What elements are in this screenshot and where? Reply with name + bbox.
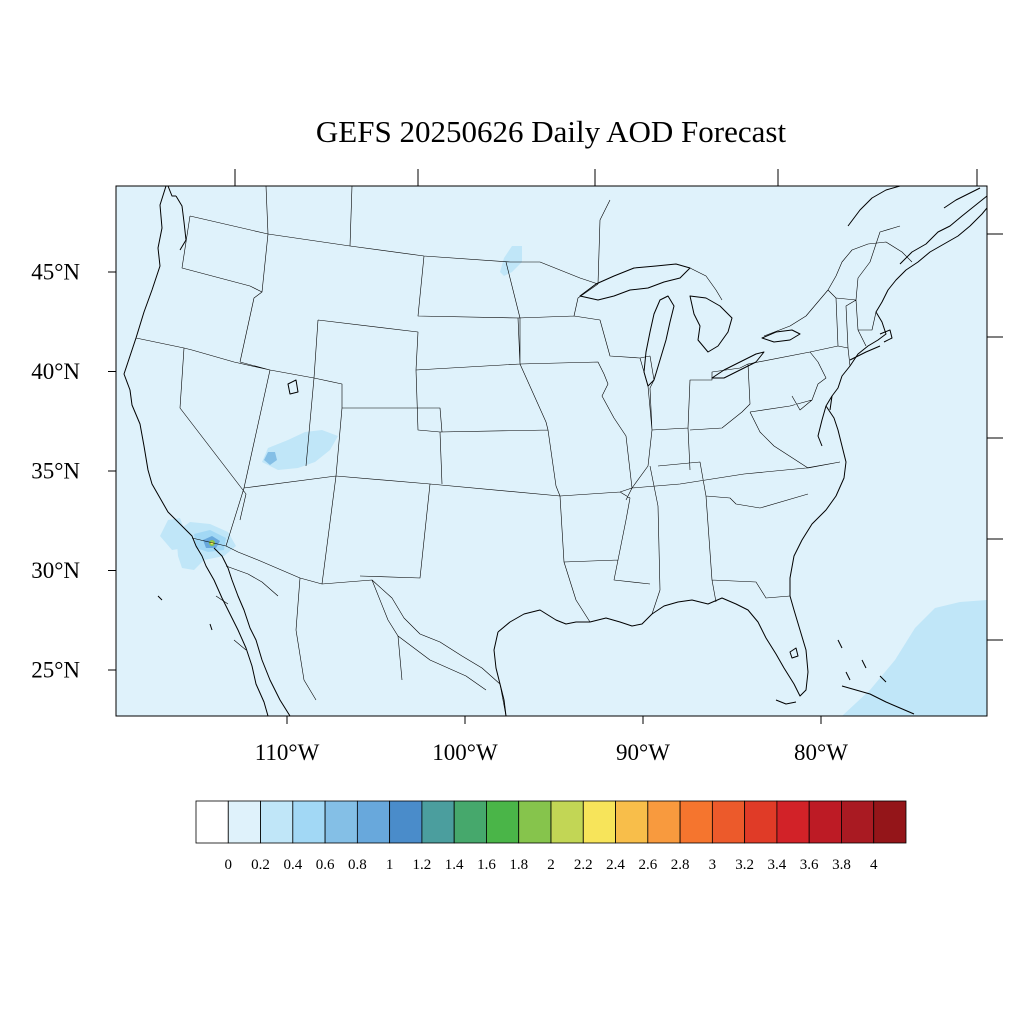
- latitude-labels: 45°N 40°N 35°N 30°N 25°N: [31, 259, 80, 682]
- lon-label-90w: 90°W: [616, 740, 670, 765]
- state-borders: [135, 215, 877, 623]
- colorbar-label: 0.6: [316, 857, 335, 873]
- colorbar-label: 0.2: [251, 857, 270, 873]
- colorbar-label: 2.4: [606, 857, 625, 873]
- colorbar-swatch: [582, 800, 616, 844]
- colorbar-label: 0.4: [283, 857, 302, 873]
- aod-utah-arizona-core: [264, 452, 277, 465]
- colorbar-swatch: [292, 800, 326, 844]
- map-background: [116, 186, 987, 716]
- lon-label-100w: 100°W: [432, 740, 498, 765]
- gulf-coastline: [497, 595, 809, 697]
- colorbar-swatch: [841, 800, 875, 844]
- colorbar-label: 2.6: [638, 857, 657, 873]
- map-ticks: [108, 169, 1003, 724]
- long-island: [849, 345, 881, 361]
- colorbar-swatch: [679, 800, 713, 844]
- newfoundland-coast: [943, 187, 981, 209]
- colorbar-label: 2.2: [574, 857, 593, 873]
- baja-islands: [157, 595, 213, 631]
- canada-maritime-coast: [899, 195, 987, 265]
- lake-ontario: [761, 329, 801, 343]
- colorbar-swatch: [356, 800, 391, 844]
- colorbar-swatch: [615, 800, 649, 844]
- puget-sound: [167, 186, 187, 251]
- colorbar-swatch: [324, 800, 358, 844]
- lat-label-35: 35°N: [31, 458, 80, 483]
- gulf-of-california-coast: [213, 547, 291, 716]
- colorbar-swatch: [711, 800, 746, 844]
- cape-cod: [879, 329, 893, 343]
- lat-label-25: 25°N: [31, 657, 80, 682]
- lat-label-40: 40°N: [31, 359, 80, 384]
- aod-north-dakota-patch: [500, 246, 522, 276]
- longitude-labels: 110°W 100°W 90°W 80°W: [255, 740, 849, 765]
- mexico-state-borders: [215, 565, 487, 701]
- colorbar-swatch: [776, 800, 810, 844]
- colorbar-swatch: [195, 800, 229, 844]
- map-frame: [115, 185, 988, 717]
- aod-shading-layer: [160, 246, 987, 716]
- cuba-coast: [841, 685, 915, 715]
- aod-colorbar-labels: 0 0.2 0.4 0.6 0.8 1 1.2 1.4 1.6 1.8 2 2.2 2.4 2.6 2.8 3…: [225, 857, 878, 873]
- colorbar-swatch: [421, 800, 455, 844]
- colorbar-label: 1: [386, 857, 394, 873]
- colorbar-swatch: [486, 800, 520, 844]
- colorbar-label: 3.2: [735, 857, 754, 873]
- lake-erie: [711, 351, 765, 379]
- colorbar-swatch: [518, 800, 552, 844]
- coastlines: [123, 186, 987, 716]
- colorbar-swatch: [550, 800, 584, 844]
- lat-label-45: 45°N: [31, 259, 80, 284]
- borders: [135, 186, 913, 716]
- map-title: GEFS 20250626 Daily AOD Forecast: [316, 114, 787, 149]
- gulf-st-lawrence-coast: [847, 186, 901, 227]
- us-canada-border: [189, 215, 913, 337]
- colorbar-label: 1.2: [413, 857, 432, 873]
- colorbar-swatch: [808, 800, 842, 844]
- aod-utah-arizona-plume: [262, 430, 338, 470]
- geography-layer: [123, 186, 987, 716]
- colorbar-label: 3.8: [832, 857, 851, 873]
- colorbar-label: 0: [225, 857, 233, 873]
- colorbar-label: 0.8: [348, 857, 367, 873]
- colorbar-label: 1.4: [445, 857, 464, 873]
- lake-superior: [579, 263, 691, 301]
- atlantic-coastline: [789, 207, 987, 596]
- lon-label-110w: 110°W: [255, 740, 320, 765]
- aod-colorbar: [195, 800, 907, 844]
- mexico-gulf-coast: [493, 631, 507, 716]
- colorbar-label: 1.8: [509, 857, 528, 873]
- colorbar-label: 1.6: [477, 857, 496, 873]
- colorbar-swatch: [873, 800, 907, 844]
- canada-province-borders: [265, 186, 901, 285]
- colorbar-swatch: [744, 800, 778, 844]
- us-mexico-border: [191, 537, 507, 716]
- colorbar-label: 2.8: [671, 857, 690, 873]
- colorbar-label: 3.6: [800, 857, 819, 873]
- lon-label-80w: 80°W: [794, 740, 848, 765]
- colorbar-label: 4: [870, 857, 878, 873]
- colorbar-swatch: [227, 800, 261, 844]
- aod-atlantic-patch: [842, 600, 987, 716]
- colorbar-label: 2: [547, 857, 555, 873]
- colorbar-swatch: [389, 800, 423, 844]
- colorbar-swatch: [453, 800, 487, 844]
- colorbar-label: 3: [709, 857, 717, 873]
- lake-huron: [689, 295, 733, 353]
- great-salt-lake: [287, 379, 299, 395]
- lake-okeechobee: [789, 647, 799, 659]
- bahamas-islands: [837, 639, 887, 683]
- colorbar-label: 3.4: [768, 857, 787, 873]
- lat-label-30: 30°N: [31, 558, 80, 583]
- colorbar-swatch: [260, 800, 294, 844]
- florida-keys: [775, 699, 797, 705]
- pacific-coastline: [123, 186, 269, 716]
- colorbar-swatch: [647, 800, 681, 844]
- chesapeake-bay: [817, 395, 833, 447]
